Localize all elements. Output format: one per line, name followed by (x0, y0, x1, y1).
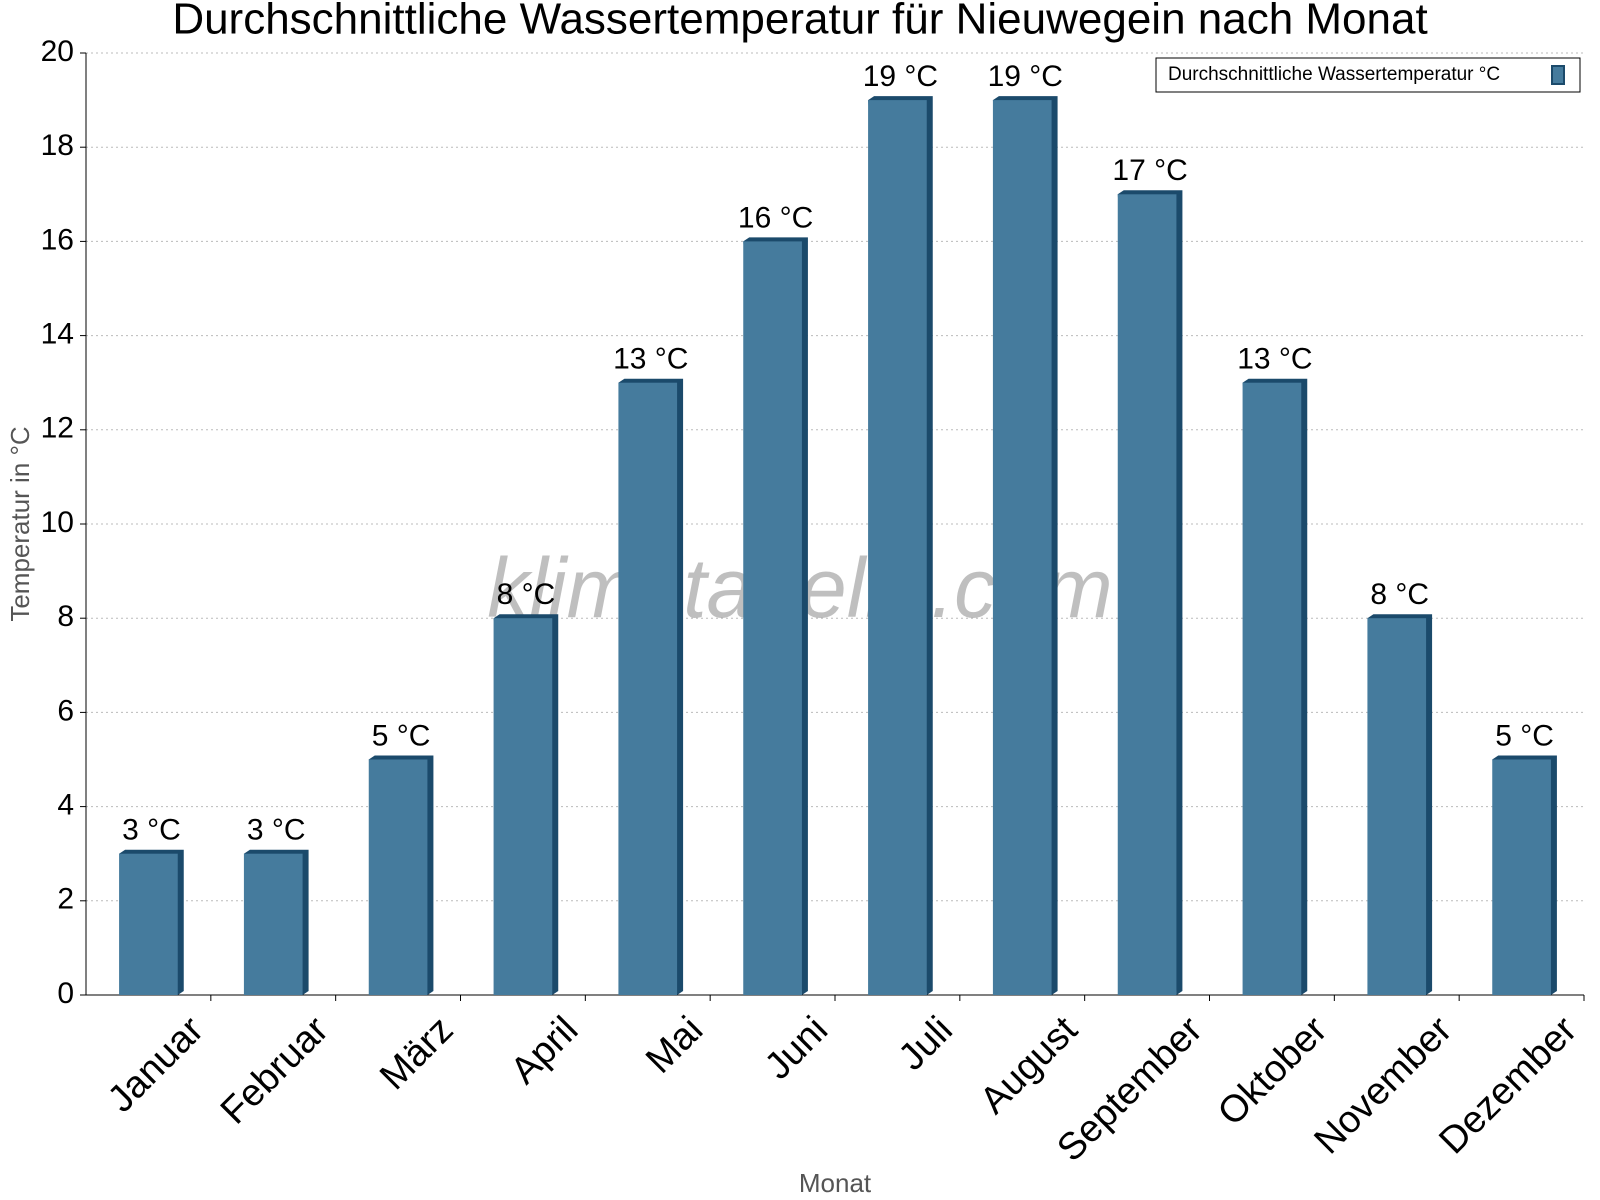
y-tick-label: 8 (57, 600, 74, 633)
x-axis-label: Monat (799, 1168, 872, 1198)
bar (992, 100, 1052, 996)
bar (743, 241, 802, 995)
x-tick-label: Oktober (1210, 1009, 1336, 1135)
bar-group (243, 849, 309, 995)
bar-group (1492, 755, 1557, 995)
value-label: 17 °C (1112, 154, 1187, 187)
y-tick-label: 18 (41, 129, 74, 162)
legend-label: Durchschnittliche Wassertemperatur °C (1168, 64, 1500, 85)
y-tick-label: 6 (57, 694, 74, 727)
bar (493, 618, 553, 995)
bar-group (368, 755, 434, 995)
value-label: 13 °C (613, 343, 688, 376)
bar (1117, 194, 1177, 996)
y-tick-label: 16 (41, 223, 74, 256)
bar (618, 382, 678, 995)
value-label: 8 °C (1370, 578, 1429, 611)
bar-group (119, 849, 184, 995)
bar-group (868, 96, 933, 996)
value-label: 5 °C (372, 719, 431, 752)
x-tick-label: Mai (638, 1009, 711, 1082)
x-tick-label: Juli (891, 1009, 961, 1079)
value-label: 3 °C (122, 814, 181, 847)
x-tick-label: August (972, 1008, 1086, 1122)
bar (1367, 618, 1427, 995)
x-tick-label: Februar (213, 1009, 337, 1133)
y-tick-label: 12 (41, 412, 74, 445)
y-tick-label: 14 (41, 318, 74, 351)
bar (868, 100, 927, 996)
x-tick-label: April (503, 1009, 586, 1092)
chart-title: Durchschnittliche Wassertemperatur für N… (172, 0, 1427, 44)
bar-group (992, 96, 1058, 996)
bar (243, 853, 303, 995)
value-label: 16 °C (738, 201, 813, 234)
bar-group (1242, 378, 1308, 995)
y-axis-label: Temperatur in °C (5, 426, 35, 621)
value-label: 3 °C (247, 814, 306, 847)
x-tick-label: Juni (757, 1009, 836, 1088)
value-label: 5 °C (1495, 719, 1554, 752)
bar-group (743, 237, 808, 995)
x-tick-label: Januar (100, 1009, 212, 1121)
bar-group (618, 378, 684, 995)
bar (1492, 759, 1551, 995)
bar-group (493, 614, 559, 995)
y-tick-label: 2 (57, 883, 74, 916)
bar-group (1117, 190, 1183, 996)
y-tick-label: 10 (41, 506, 74, 539)
x-tick-label: Dezember (1431, 1009, 1585, 1163)
x-tick-label: März (372, 1009, 461, 1098)
legend-swatch (1551, 65, 1565, 85)
y-tick-label: 4 (57, 789, 74, 822)
value-label: 19 °C (863, 60, 938, 93)
bar-group (1367, 614, 1433, 995)
bar (368, 759, 428, 995)
value-label: 8 °C (497, 578, 556, 611)
y-tick-label: 20 (41, 35, 74, 68)
bar (119, 853, 178, 995)
y-tick-label: 0 (57, 977, 74, 1010)
value-label: 13 °C (1237, 343, 1312, 376)
legend-box (1155, 57, 1581, 93)
bar (1242, 382, 1302, 995)
value-label: 19 °C (988, 60, 1063, 93)
